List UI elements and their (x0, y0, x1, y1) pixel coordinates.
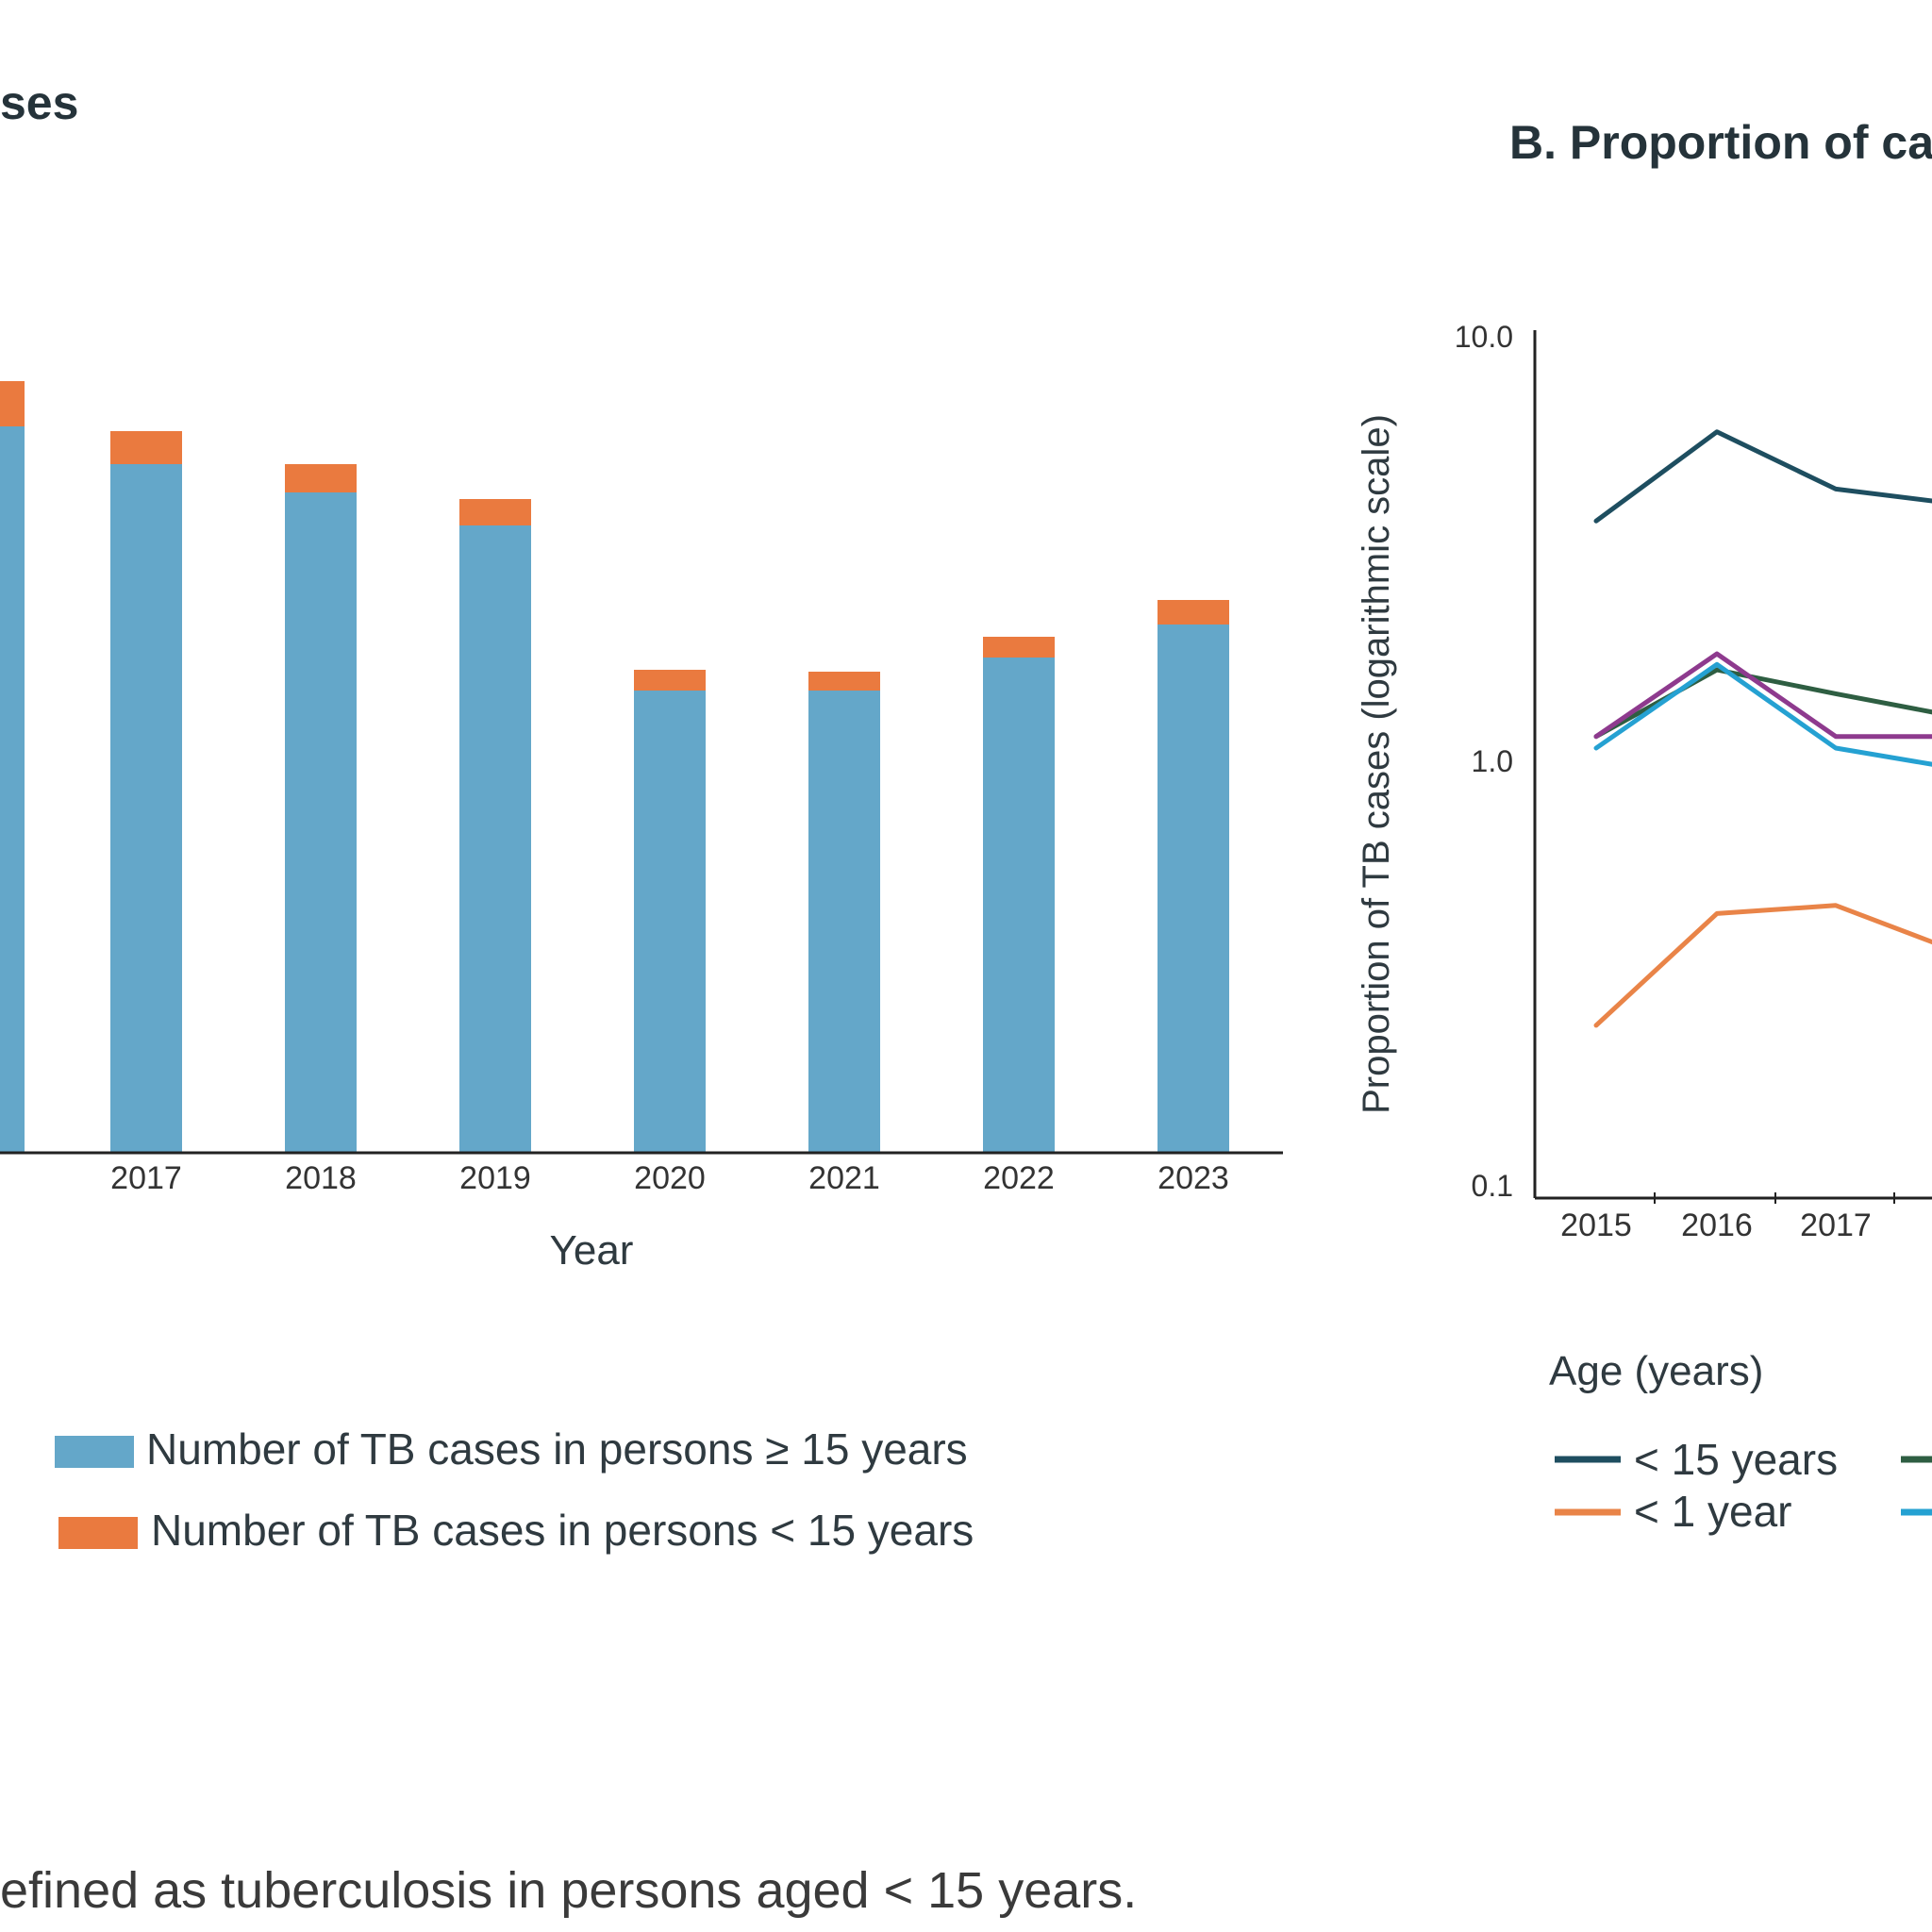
legend-label-child: Number of TB cases in persons < 15 years (151, 1506, 974, 1555)
panel-b-x-ticks: 2015201620172 (1560, 1192, 1895, 1243)
legend-title-age: Age (years) (1549, 1348, 1763, 1394)
bar-child-2023 (1158, 600, 1229, 625)
series-line-lt1 (1593, 903, 1932, 1028)
x-tick-2018: 2018 (285, 1160, 357, 1196)
legend-label-adult: Number of TB cases in persons ≥ 15 years (146, 1424, 968, 1474)
x-tick-2015: 2015 (1560, 1208, 1632, 1243)
bar-adult-2022 (983, 658, 1055, 1153)
panel-a-x-ticks: 62017201820192020202120222023 (110, 1160, 1229, 1196)
series-line-series5 (1593, 651, 1932, 740)
bar-child-2022 (983, 637, 1055, 658)
panel-b-title: B. Proportion of ca (1509, 116, 1932, 169)
bar-adult-2023 (1158, 625, 1229, 1153)
x-tick-2016: 2016 (1681, 1208, 1753, 1243)
bar-adult-2020 (634, 691, 706, 1153)
legend-label-lt1: < 1 year (1634, 1487, 1792, 1536)
panel-b-lines (1593, 429, 1932, 1028)
bar-adult-2017 (110, 464, 182, 1153)
x-tick-2023: 2023 (1158, 1160, 1229, 1196)
legend-swatch-adult (55, 1436, 134, 1468)
bar-adult-6 (0, 426, 25, 1153)
bar-adult-2019 (459, 525, 531, 1153)
bar-adult-2021 (808, 691, 880, 1153)
bar-child-2018 (285, 464, 357, 492)
legend-swatch-child (58, 1517, 138, 1549)
x-tick-2017: 2017 (1800, 1208, 1872, 1243)
x-tick-2021: 2021 (808, 1160, 880, 1196)
footnote: efined as tuberculosis in persons aged <… (0, 1862, 1137, 1919)
legend-label-lt15: < 15 years (1634, 1435, 1838, 1484)
x-tick-2019: 2019 (459, 1160, 531, 1196)
bar-child-6 (0, 381, 25, 426)
bar-child-2019 (459, 499, 531, 525)
series-line-lt15 (1593, 429, 1932, 524)
y-tick-1.0: 1.0 (1472, 744, 1513, 778)
bar-adult-2018 (285, 492, 357, 1153)
bar-child-2017 (110, 431, 182, 464)
y-tick-10.0: 10.0 (1455, 320, 1513, 354)
y-tick-0.1: 0.1 (1472, 1169, 1513, 1203)
panel-b-y-ticks: 10.0 1.0 0.1 (1455, 320, 1513, 1203)
panel-a-title: ses (0, 76, 78, 129)
panel-a-bars (0, 381, 1229, 1153)
series-line-series4 (1593, 661, 1932, 767)
x-tick-2017: 2017 (110, 1160, 182, 1196)
panel-a-x-label: Year (550, 1227, 634, 1274)
bar-child-2020 (634, 670, 706, 691)
panel-b-y-label: Proportion of TB cases (logarithmic scal… (1356, 414, 1397, 1114)
series-line-series3 (1593, 667, 1932, 740)
x-tick-2020: 2020 (634, 1160, 706, 1196)
bar-child-2021 (808, 672, 880, 691)
x-tick-2022: 2022 (983, 1160, 1055, 1196)
